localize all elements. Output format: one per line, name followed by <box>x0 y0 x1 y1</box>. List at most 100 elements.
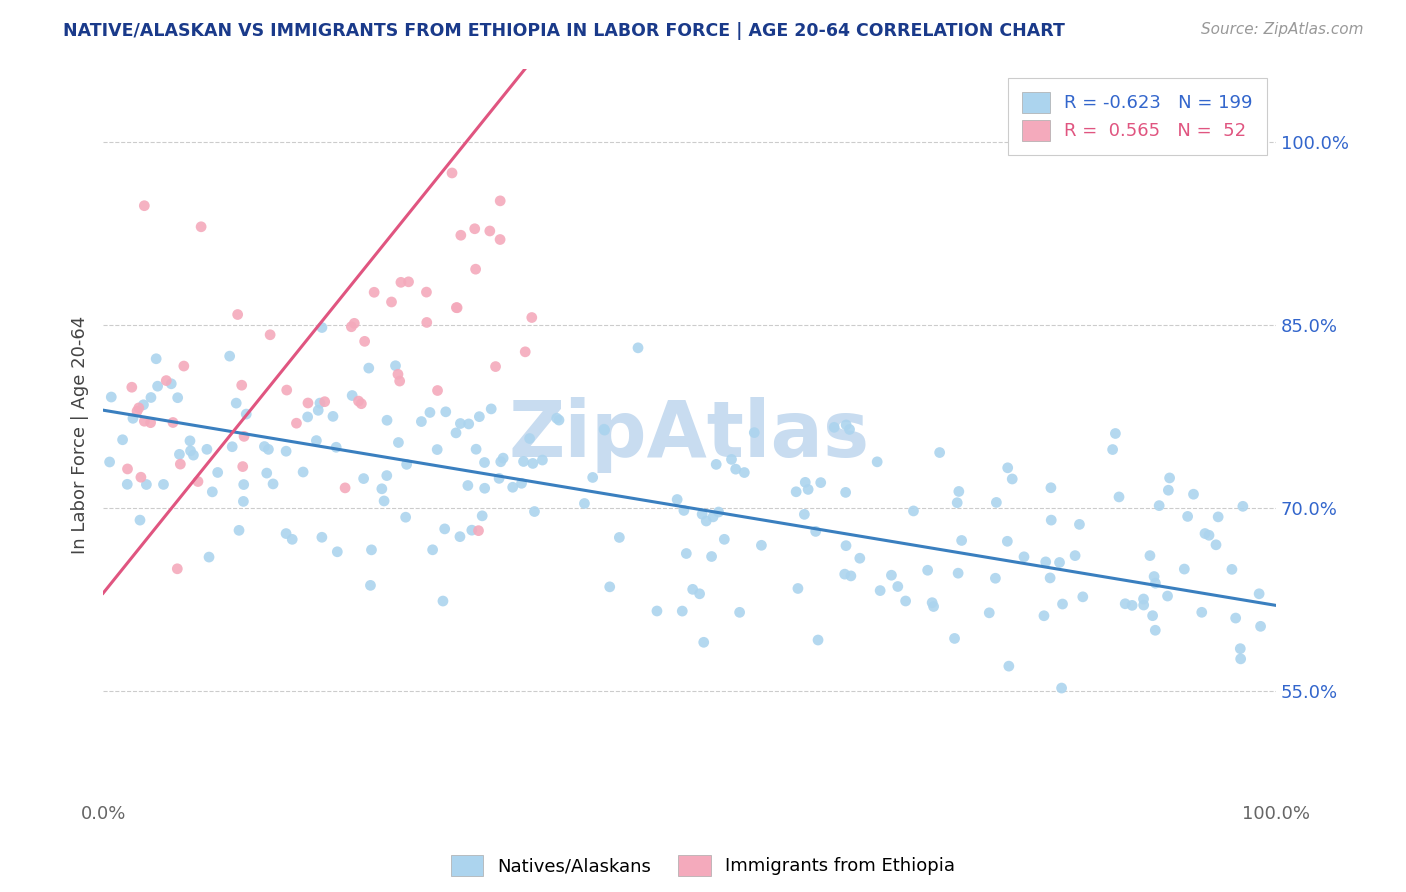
Point <box>359 578 381 592</box>
Point <box>1177 509 1199 524</box>
Text: NATIVE/ALASKAN VS IMMIGRANTS FROM ETHIOPIA IN LABOR FORCE | AGE 20-64 CORRELATIO: NATIVE/ALASKAN VS IMMIGRANTS FROM ETHIOP… <box>63 22 1066 40</box>
Point <box>384 359 406 373</box>
Point <box>326 545 349 559</box>
Point <box>531 453 554 467</box>
Point <box>548 413 571 427</box>
Point <box>139 391 162 405</box>
Point <box>218 349 240 363</box>
Point <box>997 460 1019 475</box>
Point <box>834 485 856 500</box>
Point <box>235 407 257 421</box>
Point <box>146 379 169 393</box>
Point <box>478 224 501 238</box>
Point <box>169 447 191 461</box>
Point <box>943 632 966 646</box>
Point <box>492 451 515 466</box>
Point <box>474 456 496 470</box>
Point <box>375 468 398 483</box>
Point <box>671 604 693 618</box>
Point <box>122 411 145 425</box>
Point <box>1229 652 1251 666</box>
Point <box>1220 562 1243 576</box>
Point <box>522 457 544 471</box>
Point <box>309 396 332 410</box>
Point <box>183 448 205 462</box>
Point <box>474 481 496 495</box>
Point <box>169 457 191 471</box>
Point <box>350 397 373 411</box>
Point <box>1101 442 1123 457</box>
Point <box>1012 549 1035 564</box>
Point <box>689 587 711 601</box>
Point <box>467 524 489 538</box>
Point <box>449 530 471 544</box>
Point <box>426 384 449 398</box>
Point <box>297 409 319 424</box>
Point <box>419 405 441 419</box>
Point <box>751 538 773 552</box>
Point <box>1249 587 1271 601</box>
Point <box>129 513 152 527</box>
Point <box>823 420 845 434</box>
Point <box>1108 490 1130 504</box>
Point <box>1229 641 1251 656</box>
Point <box>190 219 212 234</box>
Point <box>1049 556 1071 570</box>
Point <box>894 594 917 608</box>
Point <box>457 417 479 431</box>
Point <box>887 580 910 594</box>
Point <box>1052 597 1074 611</box>
Point <box>353 334 375 349</box>
Point <box>1173 562 1195 576</box>
Point <box>388 374 411 388</box>
Point <box>928 445 950 459</box>
Point <box>1191 605 1213 619</box>
Point <box>446 301 468 315</box>
Point <box>519 432 541 446</box>
Point <box>360 542 382 557</box>
Point <box>489 233 512 247</box>
Point <box>1232 500 1254 514</box>
Point <box>1147 499 1170 513</box>
Point <box>465 442 488 457</box>
Text: ZipAtlas: ZipAtlas <box>509 397 870 473</box>
Point <box>672 503 695 517</box>
Point <box>1142 608 1164 623</box>
Point <box>804 524 827 539</box>
Point <box>281 533 304 547</box>
Point <box>807 633 830 648</box>
Point <box>387 368 409 382</box>
Point <box>132 398 155 412</box>
Point <box>446 301 468 315</box>
Point <box>1198 528 1220 542</box>
Point <box>787 582 810 596</box>
Point <box>510 476 533 491</box>
Point <box>340 388 363 402</box>
Point <box>311 530 333 544</box>
Point <box>139 416 162 430</box>
Point <box>733 466 755 480</box>
Point <box>276 383 298 397</box>
Point <box>232 494 254 508</box>
Point <box>835 539 858 553</box>
Point <box>380 295 402 310</box>
Point <box>179 434 201 448</box>
Point <box>1064 549 1087 563</box>
Point <box>512 454 534 468</box>
Point <box>195 442 218 457</box>
Point <box>100 390 122 404</box>
Point <box>695 514 717 528</box>
Point <box>347 394 370 409</box>
Point <box>489 194 512 208</box>
Point <box>1205 538 1227 552</box>
Point <box>434 405 457 419</box>
Point <box>666 492 689 507</box>
Point <box>593 423 616 437</box>
Point <box>1132 598 1154 612</box>
Point <box>457 478 479 492</box>
Point <box>325 440 347 454</box>
Point <box>468 409 491 424</box>
Text: Source: ZipAtlas.com: Source: ZipAtlas.com <box>1201 22 1364 37</box>
Point <box>134 414 156 428</box>
Point <box>724 462 747 476</box>
